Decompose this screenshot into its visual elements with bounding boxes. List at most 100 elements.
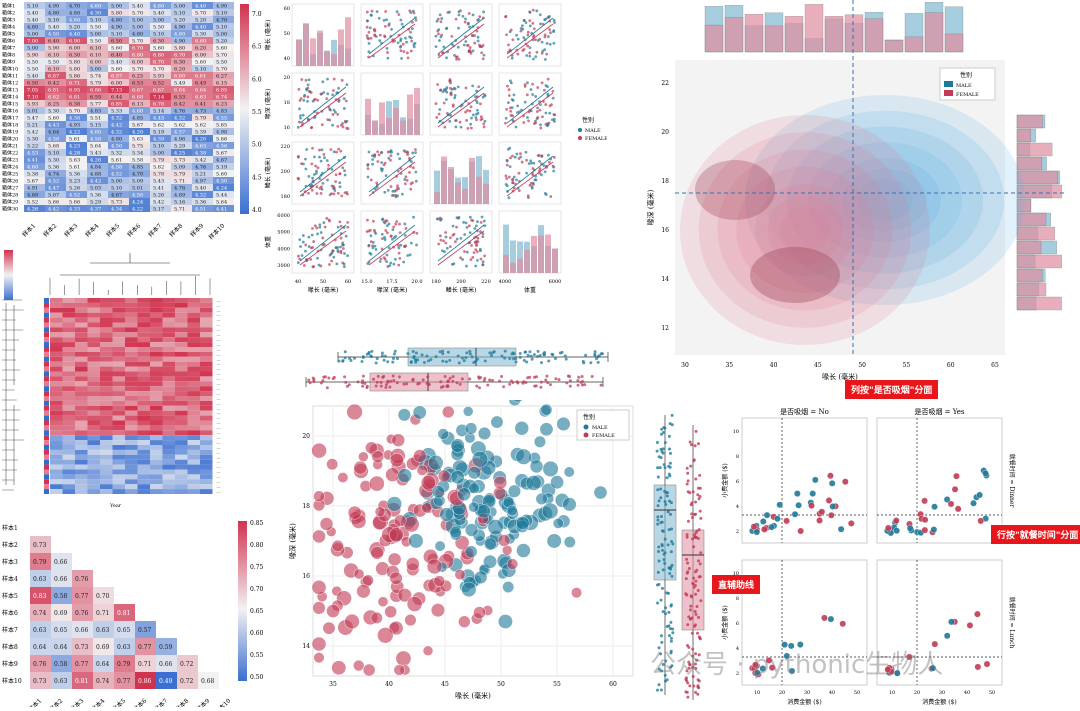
hbox-point [508, 357, 512, 361]
pairplot-hist-bar [552, 248, 558, 273]
pairplot-hist-bar [462, 188, 468, 204]
clustermap-cell [62, 430, 75, 436]
heatmap-cell [108, 177, 129, 184]
clustermap-cell [187, 342, 200, 347]
vbox-point [697, 679, 701, 683]
pairplot-point [551, 96, 555, 100]
triangle-cell-value: 0.81 [75, 678, 88, 685]
pairplot-point [525, 171, 529, 175]
pairplot-ytick: 4000 [277, 246, 290, 252]
hbox-point [441, 352, 445, 356]
clustermap-cell [137, 420, 150, 426]
clustermap-cell [200, 415, 213, 421]
scatter-point-female [404, 613, 417, 627]
pairplot-point [437, 112, 441, 116]
triangle-cell [135, 621, 156, 638]
clustermap-cell [187, 405, 200, 411]
clustermap-cell [87, 327, 100, 333]
hbox-point [420, 353, 424, 357]
clustermap-cell [125, 396, 138, 401]
clustermap-cell [112, 430, 125, 436]
facet-ylabel: 小费金额 ($) [721, 463, 729, 497]
row-color-bar [44, 371, 49, 377]
pairplot-ytick: 180 [280, 194, 290, 200]
heatmap-row-label: 箱体28 [2, 192, 18, 199]
heatmap-cell [24, 58, 45, 65]
heatmap-cell [171, 163, 192, 170]
heatmap-cell-value: 4.63 [195, 144, 206, 150]
heatmap-cell-value: 4.50 [216, 179, 227, 185]
heatmap-cell [150, 72, 171, 79]
heatmap-cell [66, 23, 87, 30]
clustermap-cell [50, 361, 63, 367]
clustermap-cell [100, 405, 113, 411]
pairplot-point [371, 240, 375, 244]
clustermap-cell [62, 449, 75, 455]
heatmap-cell [213, 156, 234, 163]
facet-point [793, 490, 801, 497]
hbox-point [386, 360, 390, 364]
pairplot-point [479, 257, 483, 261]
heatmap-cell-value: 4.73 [195, 109, 206, 115]
pairplot-point [376, 150, 380, 154]
heatmap-cell [108, 86, 129, 93]
heatmap-cell-value: 5.17 [153, 207, 164, 213]
clustermap-cell [150, 410, 163, 416]
heatmap-cell-value: 6.81 [48, 88, 59, 94]
vbox-point [670, 527, 674, 531]
pairplot-point [528, 46, 532, 50]
pairplot-point [389, 234, 393, 238]
triangle-col-label: 样本6 [132, 697, 149, 707]
pairplot-point [549, 31, 552, 35]
heatmap-cell-value: 6.90 [69, 39, 80, 45]
heatmap-cell-value: 4.90 [216, 4, 227, 10]
pairplot-xlabel: 喙深 (毫米) [377, 286, 408, 294]
hbox-point [391, 360, 395, 364]
clustermap-cell [50, 337, 63, 343]
pairplot-point [394, 222, 398, 226]
pairplot-point [459, 256, 462, 260]
heatmap-cell-value: 5.40 [132, 4, 143, 10]
clustermap-cell [175, 307, 188, 313]
heatmap-colorbar-tick: 6.5 [252, 44, 262, 51]
scatter-point-male [490, 415, 504, 429]
pairplot-point [452, 232, 456, 236]
kde-contour-male [857, 179, 913, 221]
clustermap-cell [87, 454, 100, 460]
pairplot-hist-bar [538, 235, 544, 273]
row-color-bar [44, 332, 49, 338]
kde-contour-female [780, 207, 830, 253]
facet-col-title: 是否吸烟 = No [780, 407, 829, 416]
heatmap-cell [24, 177, 45, 184]
hbox-point [491, 351, 495, 355]
scatter-point-female [393, 664, 405, 676]
pairplot-point [341, 247, 345, 250]
heatmap-cell [24, 37, 45, 44]
heatmap-row-label: 箱体7 [2, 45, 15, 52]
heatmap-cell [66, 114, 87, 121]
pairplot-point [455, 55, 458, 59]
vbox-point [658, 466, 662, 470]
clustermap-row-label: — [217, 396, 221, 401]
kde-xtick: 45 [814, 362, 822, 369]
vbox-point [670, 574, 674, 578]
clustermap-cell [125, 312, 138, 318]
heatmap-cell-value: 5.21 [27, 123, 38, 129]
pairplot-point [343, 191, 347, 195]
heatmap-cell-value: 4.51 [195, 207, 206, 213]
clustermap-cell [112, 307, 125, 313]
hbox-point [411, 377, 415, 381]
heatmap-cell [192, 107, 213, 114]
triangle-cell [135, 655, 156, 672]
pairplot-point [310, 183, 314, 187]
heatmap-cell-value: 6.67 [132, 88, 143, 94]
clustermap-cell [137, 454, 150, 460]
pairplot-point [468, 109, 472, 113]
pairplot-hist-bar [510, 240, 516, 273]
heatmap-cell-value: 4.32 [195, 193, 206, 199]
pairplot-point [480, 51, 484, 55]
pairplot-point [313, 224, 317, 228]
heatmap-cell-value: 5.62 [174, 123, 185, 129]
clustermap-row-label: — [217, 474, 221, 479]
